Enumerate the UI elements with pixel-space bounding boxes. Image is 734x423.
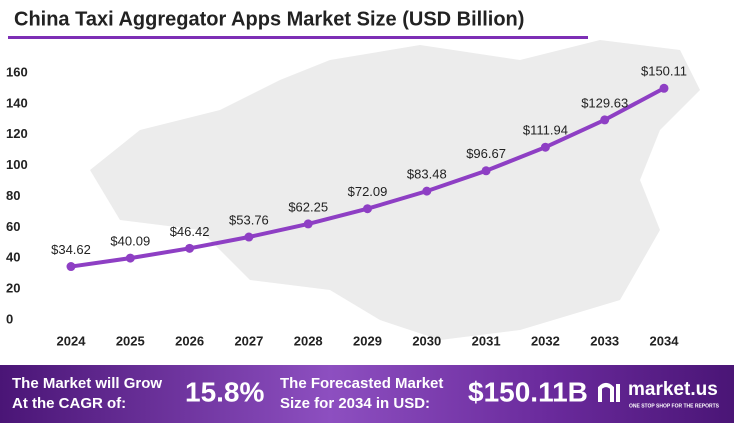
brand-tagline: ONE STOP SHOP FOR THE REPORTS <box>629 403 720 409</box>
x-tick-label: 2026 <box>175 333 204 348</box>
data-label: $129.63 <box>581 95 628 110</box>
cagr-value: 15.8% <box>185 376 264 407</box>
brand-name: market.us <box>628 379 718 400</box>
data-label: $72.09 <box>348 184 388 199</box>
title-underline <box>8 36 588 39</box>
y-tick-label: 160 <box>6 64 28 79</box>
cagr-text: At the CAGR of: <box>12 395 126 412</box>
point <box>540 142 550 152</box>
x-tick-label: 2024 <box>57 333 87 348</box>
data-label: $96.67 <box>466 146 506 161</box>
brand-logo <box>598 383 620 402</box>
y-tick-label: 0 <box>6 311 13 326</box>
y-tick-label: 60 <box>6 219 20 234</box>
x-tick-label: 2032 <box>531 333 560 348</box>
y-tick-label: 80 <box>6 188 20 203</box>
y-tick-label: 140 <box>6 95 28 110</box>
data-label: $46.42 <box>170 224 210 239</box>
y-tick-label: 20 <box>6 281 20 296</box>
x-tick-label: 2034 <box>650 333 680 348</box>
x-tick-label: 2030 <box>412 333 441 348</box>
point <box>659 83 669 93</box>
data-label: $111.94 <box>523 123 568 138</box>
y-tick-label: 100 <box>6 157 28 172</box>
plot: 0 20 40 60 80 100 120 140 160 2024 2025 2026 2027 202… <box>6 64 687 349</box>
x-tick-label: 2031 <box>472 333 501 348</box>
data-label: $83.48 <box>407 167 447 182</box>
forecast-value: $150.11B <box>468 376 588 407</box>
data-label: $40.09 <box>110 234 150 249</box>
point <box>422 186 432 196</box>
point <box>185 243 195 253</box>
point <box>303 219 313 229</box>
data-label: $62.25 <box>288 199 328 214</box>
x-tick-label: 2029 <box>353 333 382 348</box>
point <box>363 204 372 214</box>
y-tick-label: 120 <box>6 126 28 141</box>
point <box>481 166 491 176</box>
x-tick-label: 2028 <box>294 333 323 348</box>
x-tick-label: 2025 <box>116 333 145 348</box>
forecast-text: The Forecasted Market <box>280 375 443 392</box>
map-silhouette <box>90 40 700 340</box>
x-tick-label: 2027 <box>234 333 263 348</box>
forecast-text: Size for 2034 in USD: <box>280 395 430 412</box>
data-label: $34.62 <box>51 242 91 257</box>
x-tick-label: 2033 <box>590 333 619 348</box>
chart-title: China Taxi Aggregator Apps Market Size (… <box>14 8 524 30</box>
cagr-text: The Market will Grow <box>12 375 162 392</box>
point <box>244 232 254 242</box>
data-label: $150.11 <box>641 64 687 79</box>
y-tick-label: 40 <box>6 250 20 265</box>
data-label: $53.76 <box>229 212 269 227</box>
point <box>125 253 135 263</box>
point <box>600 115 610 125</box>
point <box>66 262 76 272</box>
